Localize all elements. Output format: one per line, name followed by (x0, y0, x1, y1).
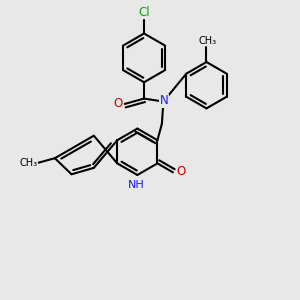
Text: Cl: Cl (138, 6, 150, 19)
Text: CH₃: CH₃ (199, 36, 217, 46)
Text: N: N (160, 94, 168, 107)
Text: NH: NH (128, 180, 145, 190)
Text: O: O (177, 165, 186, 178)
Text: O: O (114, 98, 123, 110)
Text: CH₃: CH₃ (19, 158, 37, 168)
